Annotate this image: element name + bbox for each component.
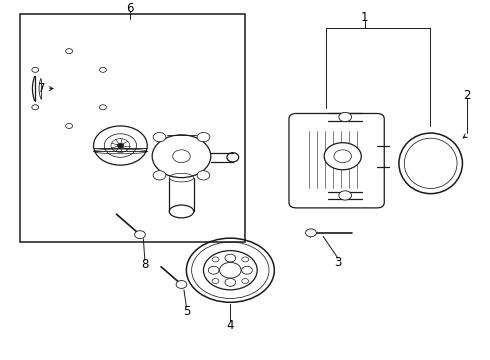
Circle shape <box>225 279 236 286</box>
Bar <box>20 14 245 242</box>
Circle shape <box>153 132 166 142</box>
Text: 5: 5 <box>183 305 190 318</box>
Circle shape <box>339 112 351 122</box>
Circle shape <box>66 123 73 129</box>
Circle shape <box>99 67 106 72</box>
Text: 8: 8 <box>141 258 148 271</box>
Circle shape <box>225 254 236 262</box>
Circle shape <box>324 143 361 170</box>
Circle shape <box>334 150 351 163</box>
Text: 6: 6 <box>126 2 134 15</box>
FancyBboxPatch shape <box>289 113 384 208</box>
Circle shape <box>99 105 106 110</box>
Circle shape <box>66 49 73 54</box>
Circle shape <box>153 171 166 180</box>
Circle shape <box>212 279 219 284</box>
Text: 1: 1 <box>361 11 368 24</box>
Text: 7: 7 <box>39 82 46 95</box>
Circle shape <box>117 143 123 148</box>
Circle shape <box>242 257 248 262</box>
Text: 3: 3 <box>334 256 342 269</box>
Circle shape <box>197 171 210 180</box>
Circle shape <box>32 105 39 110</box>
Circle shape <box>306 229 317 237</box>
Circle shape <box>32 67 39 72</box>
Text: 2: 2 <box>464 89 471 102</box>
Text: 4: 4 <box>226 319 234 332</box>
Circle shape <box>339 191 351 200</box>
Circle shape <box>242 266 252 274</box>
Circle shape <box>176 280 187 288</box>
Circle shape <box>197 132 210 142</box>
Circle shape <box>208 266 219 274</box>
Circle shape <box>242 279 248 284</box>
Circle shape <box>135 231 146 239</box>
Circle shape <box>212 257 219 262</box>
